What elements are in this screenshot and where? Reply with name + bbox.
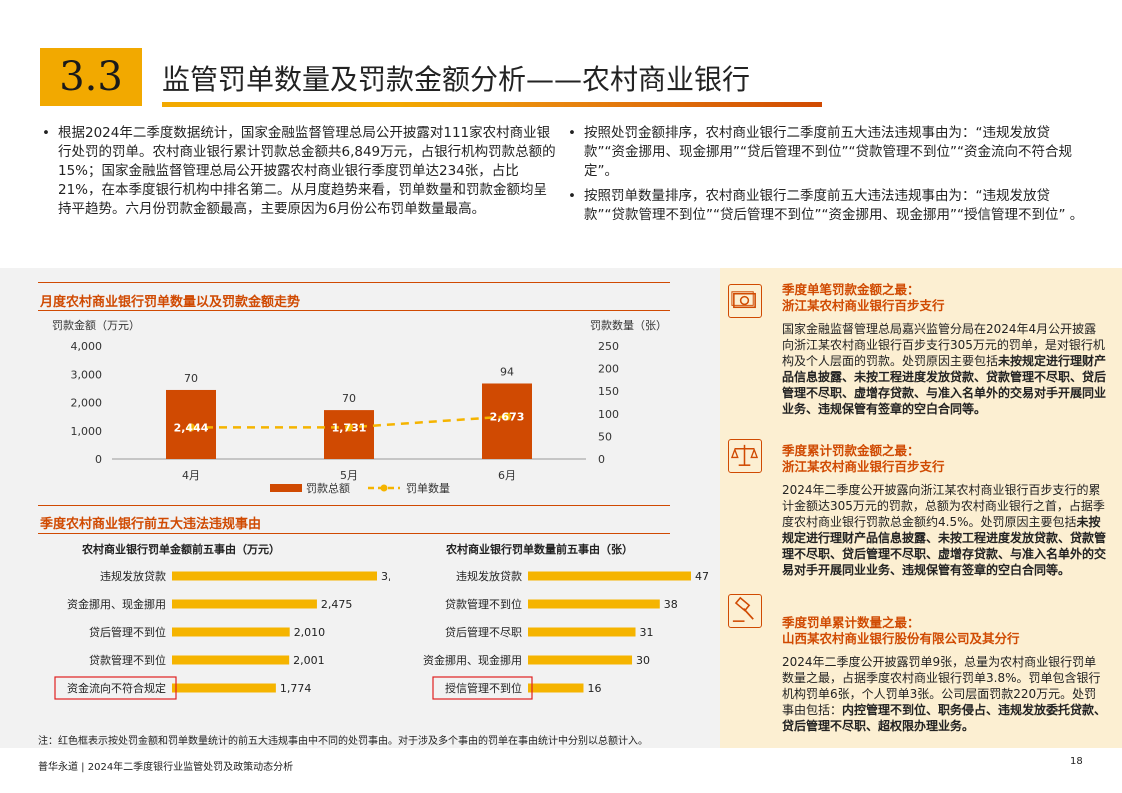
legend-line-label: 罚单数量 (406, 482, 450, 495)
divider (38, 505, 670, 506)
count-chart-title: 农村商业银行罚单数量前五事由（张） (446, 543, 633, 556)
gavel-icon (728, 594, 762, 628)
bar-value-label: 2,001 (293, 654, 325, 667)
category-label: 资金挪用、现金挪用 (423, 653, 522, 667)
side-box-1-body: 国家金融监督管理总局嘉兴监管分局在2024年4月公开披露向浙江某农村商业银行百步… (782, 322, 1107, 416)
amount-chart-title: 农村商业银行罚单金额前五事由（万元） (82, 543, 280, 556)
count-data-label: 70 (342, 392, 356, 405)
bar (528, 627, 636, 637)
bar (528, 571, 691, 581)
bar (172, 655, 290, 665)
page-number: 18 (1070, 756, 1083, 767)
bar-fine-total (482, 383, 532, 459)
divider (38, 533, 670, 534)
category-label: 资金流向不符合规定 (67, 681, 166, 695)
right-tick-label: 50 (598, 430, 612, 443)
intro-bullet: 按照罚单数量排序，农村商业银行二季度前五大违法违规事由为：“违规发放贷款”“贷款… (566, 187, 1086, 225)
category-label: 资金挪用、现金挪用 (67, 597, 166, 611)
divider (38, 310, 670, 311)
left-tick-label: 3,000 (71, 368, 103, 381)
intro-bullet: 根据2024年二季度数据统计，国家金融监督管理总局公开披露对111家农村商业银行… (40, 124, 558, 219)
side-panel (720, 268, 1122, 748)
bar-value-label: 30 (636, 654, 650, 667)
cash-icon (728, 284, 762, 318)
count-point (345, 423, 353, 432)
right-tick-label: 0 (598, 453, 605, 466)
footer: 普华永道 | 2024年二季度银行业监管处罚及政策动态分析 (38, 762, 294, 773)
side-box-3-title: 季度罚单累计数量之最： 山西某农村商业银行股份有限公司及其分行 (782, 615, 1020, 646)
bar (172, 627, 290, 637)
side-box-2-body: 2024年二季度公开披露向浙江某农村商业银行百步支行的累计金额达305万元的罚款… (782, 483, 1107, 577)
amount-data-label: 1,731 (332, 421, 367, 434)
bar-value-label: 3,501 (381, 570, 390, 583)
right-tick-label: 100 (598, 408, 619, 421)
divider (38, 282, 670, 283)
top5-title: 季度农村商业银行前五大违法违规事由 (40, 517, 262, 532)
left-tick-label: 1,000 (71, 425, 103, 438)
right-axis-label: 罚款数量（张） (590, 318, 667, 332)
bar (172, 599, 317, 609)
category-label: 贷后管理不尽职 (445, 625, 522, 639)
x-tick-label: 4月 (182, 469, 200, 482)
intro-right: 按照处罚金额排序，农村商业银行二季度前五大违法违规事由为：“违规发放贷款”“资金… (566, 124, 1086, 231)
left-tick-label: 2,000 (71, 397, 103, 410)
count-point (503, 412, 511, 421)
bar-value-label: 2,010 (294, 626, 326, 639)
legend-bar-label: 罚款总额 (306, 481, 350, 495)
bar (528, 599, 660, 609)
bar (528, 655, 633, 665)
amount-chart: 违规发放贷款 3,501 资金挪用、现金挪用 2,475 贷后管理不到位 2,010 贷款管… (54, 569, 390, 700)
bar (172, 683, 276, 693)
bar-value-label: 47 (695, 570, 709, 583)
count-data-label: 70 (184, 372, 198, 385)
side-box-3-body: 2024年二季度公开披露罚单9张，总量为农村商业银行罚单数量之最，占据季度农村商… (782, 655, 1107, 733)
left-tick-label: 0 (95, 453, 102, 466)
legend-bar-swatch (270, 484, 302, 492)
category-label: 贷款管理不到位 (89, 653, 166, 667)
left-tick-label: 4,000 (71, 340, 103, 353)
title-underline (162, 102, 822, 107)
count-point (187, 423, 195, 432)
right-tick-label: 200 (598, 363, 619, 376)
right-tick-label: 250 (598, 340, 619, 353)
x-tick-label: 6月 (498, 469, 516, 482)
scale-icon (728, 439, 762, 473)
bar-value-label: 16 (587, 682, 601, 695)
legend-line-marker (380, 484, 388, 492)
amount-data-label: 2,673 (490, 411, 525, 424)
bar-value-label: 2,475 (321, 598, 353, 611)
amount-data-label: 2,444 (174, 421, 209, 434)
category-label: 违规发放贷款 (456, 569, 522, 583)
monthly-chart: 罚款金额（万元） 罚款数量（张） 4,000 3,000 2,000 1,000 0 250 2… (52, 318, 667, 495)
page-title: 监管罚单数量及罚款金额分析——农村商业银行 (162, 63, 751, 96)
left-axis-label: 罚款金额（万元） (52, 318, 140, 332)
bar-value-label: 31 (640, 626, 654, 639)
bar-value-label: 1,774 (280, 682, 312, 695)
category-label: 违规发放贷款 (100, 569, 166, 583)
count-chart: 违规发放贷款 47 贷款管理不到位 38 贷后管理不尽职 31 资金挪用、现金挪用 30 授信管… (423, 569, 709, 700)
highlight-box (54, 676, 177, 700)
category-label: 授信管理不到位 (445, 681, 522, 695)
bar (172, 571, 377, 581)
count-data-label: 94 (500, 365, 514, 378)
side-box-2-title: 季度累计罚款金额之最： 浙江某农村商业银行百步支行 (782, 443, 945, 474)
intro-bullet: 按照处罚金额排序，农村商业银行二季度前五大违法违规事由为：“违规发放贷款”“资金… (566, 124, 1086, 181)
side-box-1-title: 季度单笔罚款金额之最： 浙江某农村商业银行百步支行 (782, 282, 945, 313)
bar (528, 683, 584, 693)
section-number: 3.3 (40, 48, 142, 106)
category-label: 贷后管理不到位 (89, 625, 166, 639)
right-tick-label: 150 (598, 385, 619, 398)
bar-fine-total (324, 410, 374, 459)
footnote: 注：红色框表示按处罚金额和罚单数量统计的前五大违规事由中不同的处罚事由。对于涉及… (38, 736, 648, 747)
x-tick-label: 5月 (340, 469, 358, 482)
monthly-chart-title: 月度农村商业银行罚单数量以及罚款金额走势 (40, 295, 301, 310)
bar-value-label: 38 (664, 598, 678, 611)
highlight-box (432, 676, 533, 700)
intro-left: 根据2024年二季度数据统计，国家金融监督管理总局公开披露对111家农村商业银行… (40, 124, 558, 225)
category-label: 贷款管理不到位 (445, 597, 522, 611)
